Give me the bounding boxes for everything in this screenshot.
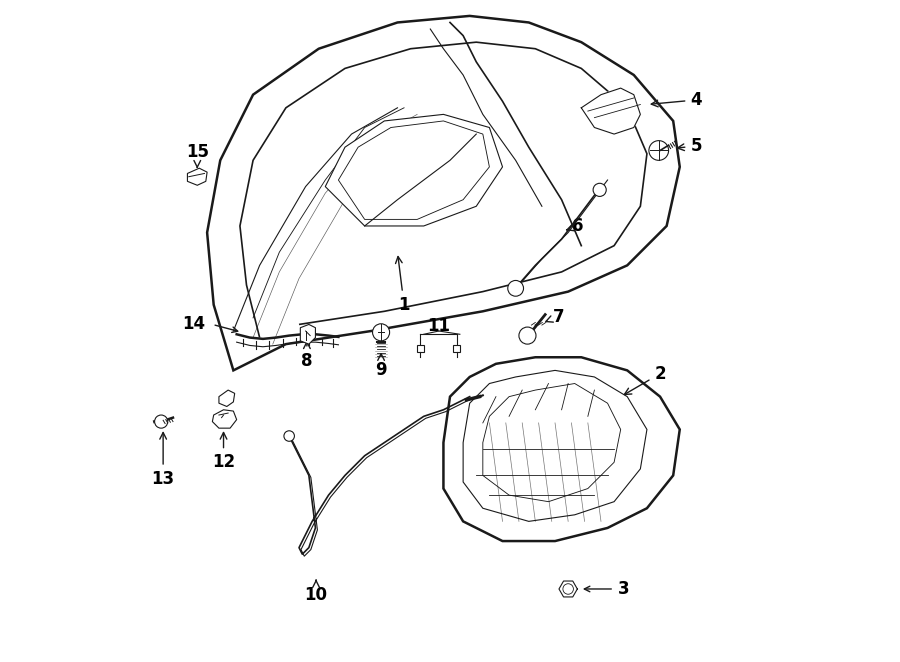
Text: 6: 6	[567, 217, 584, 235]
Circle shape	[519, 327, 536, 344]
Text: 11: 11	[428, 317, 450, 336]
Circle shape	[373, 324, 390, 341]
Circle shape	[593, 183, 607, 197]
Circle shape	[562, 584, 573, 594]
Text: 10: 10	[304, 580, 328, 604]
Polygon shape	[338, 121, 490, 219]
Text: 4: 4	[652, 91, 702, 109]
Polygon shape	[559, 581, 578, 597]
Text: 3: 3	[617, 580, 629, 598]
Polygon shape	[418, 346, 424, 352]
Circle shape	[155, 415, 167, 428]
Circle shape	[284, 431, 294, 442]
Circle shape	[508, 281, 524, 296]
Text: 1: 1	[395, 257, 410, 314]
Polygon shape	[219, 390, 235, 406]
Polygon shape	[464, 370, 647, 522]
Text: 12: 12	[212, 432, 235, 471]
Circle shape	[649, 140, 669, 160]
Polygon shape	[482, 383, 621, 502]
Polygon shape	[454, 346, 460, 352]
Text: 9: 9	[375, 354, 387, 379]
Polygon shape	[581, 88, 641, 134]
Text: 7: 7	[546, 308, 564, 326]
Polygon shape	[212, 410, 237, 428]
Text: 15: 15	[185, 144, 209, 167]
Polygon shape	[301, 324, 315, 344]
Text: 2: 2	[625, 365, 666, 395]
Polygon shape	[187, 168, 207, 185]
Text: 5: 5	[678, 137, 702, 155]
Polygon shape	[325, 115, 502, 226]
Text: 14: 14	[183, 315, 206, 334]
Polygon shape	[444, 357, 680, 541]
Text: 8: 8	[302, 342, 312, 369]
Text: 13: 13	[151, 432, 175, 488]
Polygon shape	[207, 16, 680, 370]
